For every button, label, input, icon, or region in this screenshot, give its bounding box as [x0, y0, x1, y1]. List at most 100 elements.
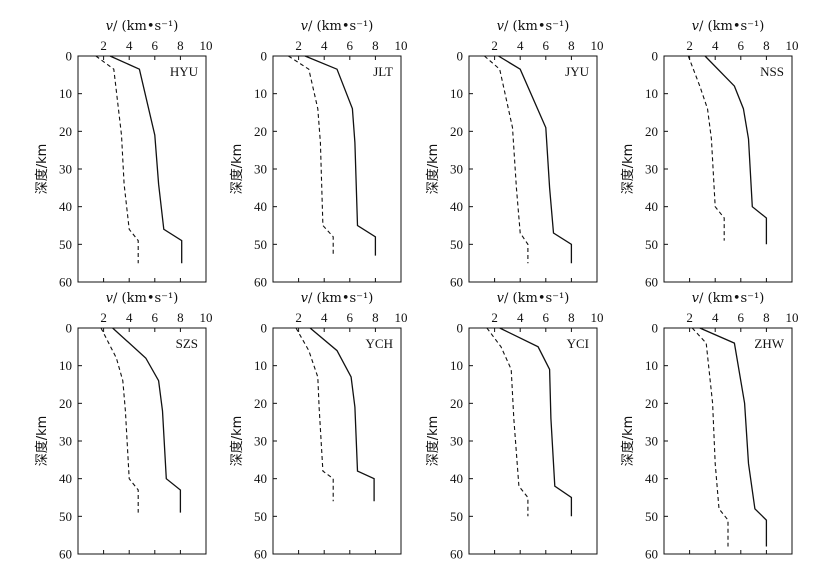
y-tick-label: 10 [450, 86, 463, 101]
y-tick-label: 40 [645, 471, 658, 486]
y-tick-label: 10 [645, 358, 658, 373]
x-axis-title: v/ (km•s⁻¹) [106, 291, 179, 306]
x-tick-label: 2 [100, 310, 107, 325]
x-axis-title: v/ (km•s⁻¹) [497, 19, 570, 34]
station-label: JYU [565, 64, 589, 79]
panel-yci: v/ (km•s⁻¹) 2 4 6 8 10 0 10 20 30 40 50 60 深度/km YCI [425, 291, 604, 562]
x-axis-title: v/ (km•s⁻¹) [692, 291, 765, 306]
x-axis-title: v/ (km•s⁻¹) [301, 19, 374, 34]
y-tick-label: 50 [254, 509, 267, 524]
x-tick-label: 2 [686, 38, 693, 53]
x-tick-label: 8 [568, 38, 575, 53]
x-tick-label: 10 [395, 38, 408, 53]
x-axis-title-unit: / (km•s⁻¹) [699, 291, 764, 306]
y-tick-label: 10 [450, 358, 463, 373]
plot-frame [663, 55, 793, 283]
solid-velocity-line [109, 55, 183, 264]
y-tick-label: 20 [645, 124, 658, 139]
y-tick-label: 40 [254, 471, 267, 486]
x-tick-label: 10 [200, 38, 213, 53]
y-tick-label: 30 [645, 434, 658, 449]
x-axis-title: v/ (km•s⁻¹) [301, 291, 374, 306]
y-tick-label: 10 [254, 358, 267, 373]
y-tick-label: 0 [66, 49, 73, 64]
solid-velocity-line [699, 327, 768, 547]
dashed-velocity-line [95, 55, 139, 264]
panel-zhw: v/ (km•s⁻¹) 2 4 6 8 10 0 10 20 30 40 50 60 深度/km ZHW [620, 291, 799, 562]
x-tick-label: 10 [786, 310, 799, 325]
y-tick-label: 0 [261, 49, 268, 64]
y-tick-label: 20 [59, 124, 72, 139]
y-axis-title: 深度/km [425, 416, 441, 467]
dashed-velocity-line [687, 55, 725, 241]
panel-jyu: v/ (km•s⁻¹) 2 4 6 8 10 0 10 20 30 40 50 60 深度/km JYU [425, 19, 604, 290]
x-tick-label: 4 [712, 38, 719, 53]
x-axis-title-var: v [301, 19, 309, 34]
y-axis-title: 深度/km [229, 144, 245, 195]
x-tick-label: 2 [100, 38, 107, 53]
y-tick-label: 40 [254, 199, 267, 214]
y-tick-label: 60 [645, 547, 658, 562]
station-label: YCI [567, 336, 589, 351]
y-axis-title: 深度/km [620, 144, 636, 195]
x-tick-label: 2 [686, 310, 693, 325]
y-tick-label: 30 [59, 434, 72, 449]
x-tick-label: 8 [568, 310, 575, 325]
dashed-velocity-line [295, 327, 334, 502]
dashed-velocity-line [486, 327, 529, 517]
x-axis-title-unit: / (km•s⁻¹) [699, 19, 764, 34]
y-axis-title: 深度/km [425, 144, 441, 195]
dashed-velocity-line [484, 55, 529, 264]
x-axis-title-unit: / (km•s⁻¹) [308, 291, 373, 306]
x-tick-label: 4 [126, 310, 133, 325]
x-tick-label: 4 [321, 38, 328, 53]
x-tick-label: 10 [591, 38, 604, 53]
y-tick-label: 40 [59, 471, 72, 486]
solid-velocity-line [704, 55, 768, 245]
y-tick-label: 20 [450, 124, 463, 139]
y-tick-label: 30 [59, 162, 72, 177]
station-label: SZS [176, 336, 198, 351]
y-tick-label: 10 [645, 86, 658, 101]
y-tick-label: 0 [652, 321, 659, 336]
station-label: JLT [373, 64, 393, 79]
y-tick-label: 0 [457, 321, 464, 336]
x-tick-label: 2 [491, 38, 498, 53]
y-tick-label: 50 [450, 237, 463, 252]
x-axis-title-var: v [692, 291, 700, 306]
x-tick-label: 8 [763, 38, 770, 53]
y-tick-label: 60 [450, 547, 463, 562]
x-tick-label: 2 [295, 310, 302, 325]
solid-velocity-line [498, 55, 573, 264]
x-tick-label: 2 [295, 38, 302, 53]
x-axis-title-var: v [692, 19, 700, 34]
station-label: YCH [366, 336, 393, 351]
plot-frame [77, 327, 207, 555]
y-tick-label: 30 [450, 162, 463, 177]
x-tick-label: 4 [712, 310, 719, 325]
y-tick-label: 30 [254, 162, 267, 177]
y-tick-label: 20 [450, 396, 463, 411]
y-tick-label: 60 [645, 275, 658, 290]
y-tick-label: 50 [254, 237, 267, 252]
y-tick-label: 60 [450, 275, 463, 290]
x-tick-label: 8 [372, 38, 379, 53]
x-axis-title-unit: / (km•s⁻¹) [504, 19, 569, 34]
x-tick-label: 10 [395, 310, 408, 325]
plot-frame [272, 327, 402, 555]
x-tick-label: 6 [738, 310, 745, 325]
x-axis-title-var: v [301, 291, 309, 306]
y-axis-title: 深度/km [229, 416, 245, 467]
x-tick-label: 4 [126, 38, 133, 53]
y-tick-label: 20 [645, 396, 658, 411]
x-axis-title: v/ (km•s⁻¹) [106, 19, 179, 34]
x-axis-title-unit: / (km•s⁻¹) [504, 291, 569, 306]
y-tick-label: 20 [59, 396, 72, 411]
y-tick-label: 10 [254, 86, 267, 101]
y-tick-label: 50 [59, 509, 72, 524]
y-tick-label: 60 [254, 547, 267, 562]
y-tick-label: 60 [59, 547, 72, 562]
y-tick-label: 10 [59, 358, 72, 373]
x-axis-title-unit: / (km•s⁻¹) [113, 291, 178, 306]
